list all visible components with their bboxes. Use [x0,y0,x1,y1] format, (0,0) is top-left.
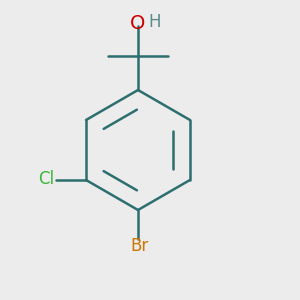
Text: O: O [130,14,146,33]
Text: Cl: Cl [38,170,55,188]
Text: Br: Br [130,237,148,255]
Text: H: H [148,13,161,31]
